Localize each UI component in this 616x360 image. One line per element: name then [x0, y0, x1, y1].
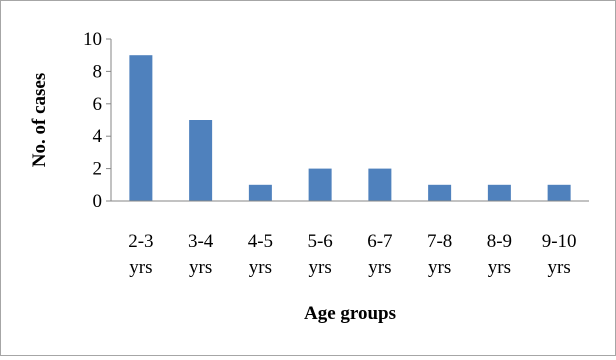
x-tick-label: 7-8	[427, 231, 452, 252]
x-tick-label-unit: yrs	[249, 257, 272, 278]
bar	[248, 184, 272, 201]
x-tick-label: 3-4	[188, 231, 214, 252]
x-tick-label: 9-10	[542, 231, 577, 252]
x-tick-label-unit: yrs	[548, 257, 571, 278]
x-tick-label-unit: yrs	[309, 257, 332, 278]
x-tick-label: 2-3	[128, 231, 153, 252]
x-tick-label-unit: yrs	[129, 257, 152, 278]
bar	[308, 168, 332, 201]
x-axis-category-labels: 2-3 yrs 3-4 yrs 4-5 yrs 5-6 yrs 6-7 yrs 7-8 yrs 8-9 y…	[128, 231, 576, 278]
x-tick-label-unit: yrs	[189, 257, 212, 278]
y-axis-title: No. of cases	[29, 73, 50, 167]
x-tick-label: 8-9	[487, 231, 512, 252]
y-tick-label: 8	[93, 61, 103, 82]
bar	[368, 168, 392, 201]
x-tick-label-unit: yrs	[488, 257, 511, 278]
x-axis-title: Age groups	[304, 303, 396, 324]
x-tick-label-unit: yrs	[428, 257, 451, 278]
x-tick-label: 6-7	[367, 231, 392, 252]
bar	[547, 184, 571, 201]
bar	[129, 55, 153, 202]
bars	[129, 55, 571, 202]
x-tick-label: 5-6	[307, 231, 332, 252]
y-tick-label: 4	[93, 126, 103, 147]
bar	[428, 184, 452, 201]
y-tick-label: 10	[83, 29, 102, 50]
x-tick-label: 4-5	[248, 231, 273, 252]
y-tick-label: 0	[93, 191, 103, 212]
y-tick-label: 6	[93, 94, 103, 115]
y-axis-ticks: 0 2 4 6 8 10	[83, 29, 111, 212]
y-tick-label: 2	[93, 159, 103, 180]
bar	[189, 120, 213, 201]
x-tick-label-unit: yrs	[368, 257, 391, 278]
bar	[487, 184, 511, 201]
